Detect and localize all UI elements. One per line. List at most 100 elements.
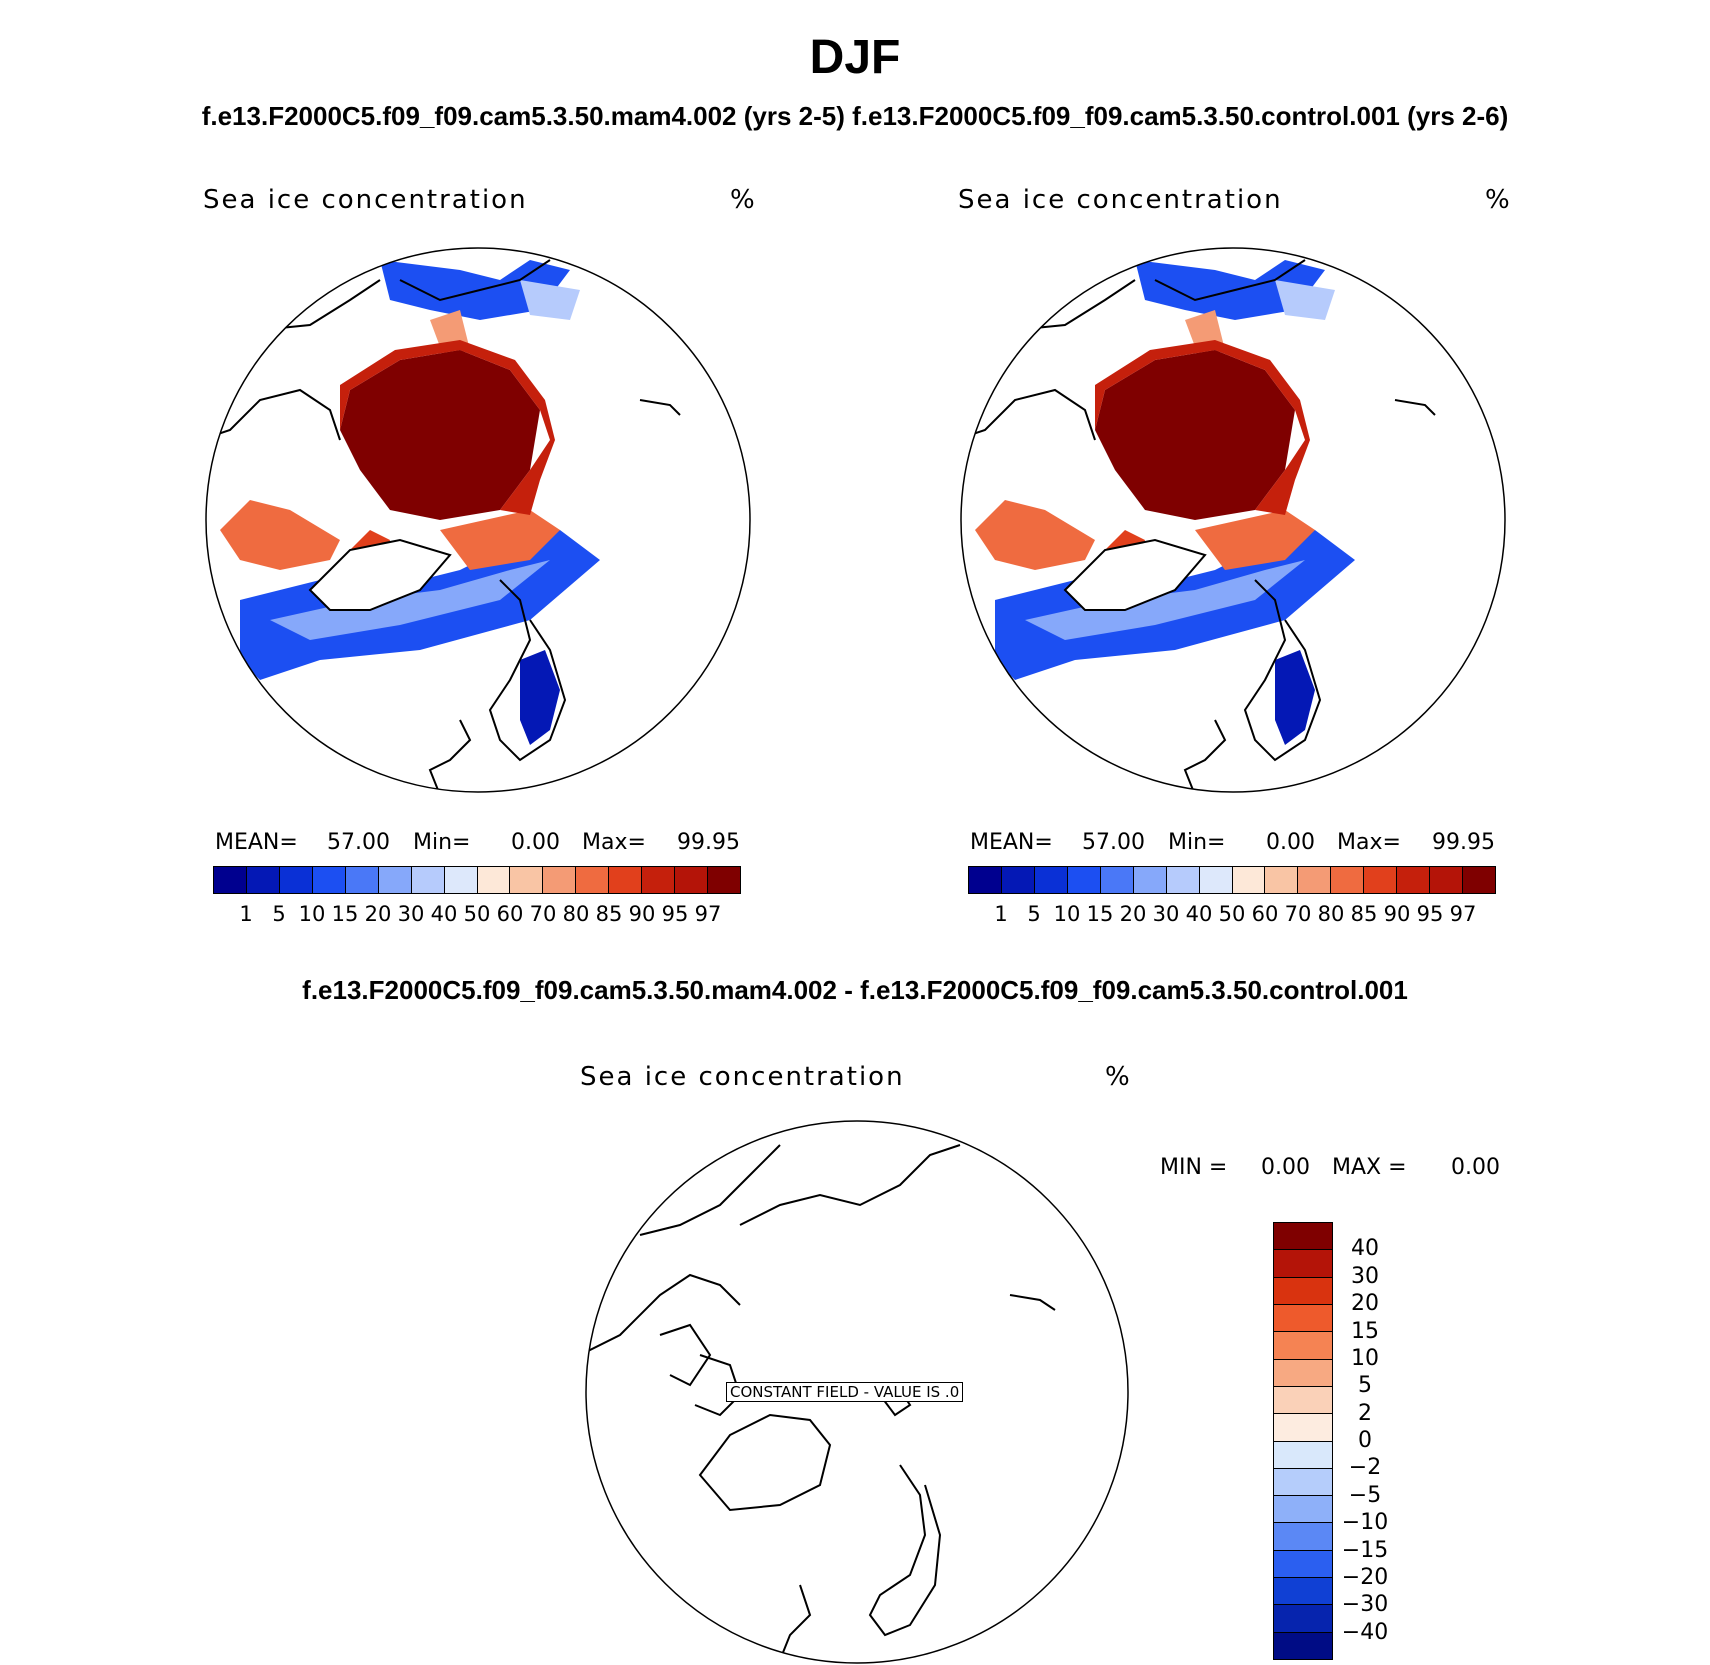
colorbar-box bbox=[609, 867, 643, 893]
ice-baltic bbox=[520, 650, 560, 745]
colorbar-tick-label: −10 bbox=[1341, 1510, 1389, 1536]
colorbar-box bbox=[969, 867, 1002, 893]
panel-2-polar-map bbox=[960, 247, 1506, 793]
colorbar-box bbox=[312, 867, 346, 893]
colorbar-box bbox=[1331, 867, 1365, 893]
colorbar-tick-label: 15 bbox=[331, 902, 359, 926]
colorbar-tick-label: 40 bbox=[430, 902, 458, 926]
constant-field-label: CONSTANT FIELD - VALUE IS .0 bbox=[726, 1382, 964, 1402]
page-title: DJF bbox=[809, 31, 901, 84]
colorbar-tick-label: 15 bbox=[1086, 902, 1114, 926]
colorbar-tick-label: 5 bbox=[1358, 1373, 1372, 1399]
panel-2-max-value: 99.95 bbox=[1432, 830, 1495, 855]
colorbar-tick-label: −5 bbox=[1348, 1482, 1382, 1508]
colorbar-box bbox=[675, 867, 709, 893]
panel-2-mean-value: 57.00 bbox=[1082, 830, 1145, 855]
colorbar-tick-label: 1 bbox=[239, 902, 253, 926]
colorbar-tick-label: 97 bbox=[694, 902, 722, 926]
coastline-europe bbox=[779, 1584, 812, 1661]
colorbar-box bbox=[1199, 867, 1233, 893]
colorbar-box bbox=[543, 867, 577, 893]
colorbar-box bbox=[1133, 867, 1167, 893]
colorbar-tick-label: 10 bbox=[1053, 902, 1081, 926]
coastline-baffin bbox=[659, 1323, 712, 1387]
panel-1-min-label: Min= bbox=[413, 830, 471, 855]
colorbar-box bbox=[378, 867, 412, 893]
ice-marginal-barents bbox=[440, 510, 560, 570]
colorbar-tick-label: 50 bbox=[1218, 902, 1246, 926]
coastline-island-east bbox=[639, 399, 681, 416]
ice-pack-edge bbox=[340, 340, 555, 515]
colorbar-box bbox=[1274, 1632, 1332, 1659]
coastline-siberia bbox=[739, 1144, 961, 1226]
colorbar-tick-label: 2 bbox=[1358, 1400, 1372, 1426]
colorbar-box bbox=[1463, 867, 1495, 893]
colorbar-tick-label: 40 bbox=[1351, 1236, 1379, 1262]
case-header: f.e13.F2000C5.f09_f09.cam5.3.50.mam4.002… bbox=[201, 101, 1509, 131]
colorbar-box bbox=[1100, 867, 1134, 893]
colorbar-box bbox=[411, 867, 445, 893]
colorbar-box bbox=[1274, 1523, 1332, 1551]
colorbar-tick-label: 95 bbox=[1416, 902, 1444, 926]
ice-edge-atlantic-inner bbox=[270, 560, 550, 640]
ice-pacific bbox=[380, 260, 570, 320]
colorbar-box bbox=[1166, 867, 1200, 893]
difference-min-label: MIN = bbox=[1160, 1155, 1228, 1180]
colorbar-tick-label: 5 bbox=[1027, 902, 1041, 926]
difference-min-value: 0.00 bbox=[1261, 1155, 1310, 1180]
coastline-eurasia bbox=[488, 579, 567, 762]
colorbar-tick-label: −15 bbox=[1341, 1537, 1389, 1563]
panel-1-max-label: Max= bbox=[582, 830, 646, 855]
colorbar-box bbox=[1067, 867, 1101, 893]
coastline-island-east bbox=[1009, 1294, 1056, 1311]
colorbar-tick-label: 30 bbox=[397, 902, 425, 926]
colorbar-box bbox=[642, 867, 676, 893]
colorbar-box bbox=[510, 867, 544, 893]
difference-max-value: 0.00 bbox=[1451, 1155, 1500, 1180]
coastline-eurasia bbox=[868, 1464, 942, 1637]
colorbar-tick-label: 0 bbox=[1358, 1428, 1372, 1453]
colorbar-box bbox=[1232, 867, 1266, 893]
colorbar-tick-label: 97 bbox=[1449, 902, 1477, 926]
panel-1-mean-value: 57.00 bbox=[327, 830, 390, 855]
coastline-alaska bbox=[259, 279, 381, 331]
colorbar-box bbox=[1274, 1304, 1332, 1333]
colorbar-box bbox=[1274, 1468, 1332, 1497]
colorbar-tick-label: 90 bbox=[1383, 902, 1411, 926]
colorbar-box bbox=[1274, 1441, 1332, 1469]
panel-1-min-value: 0.00 bbox=[511, 830, 560, 855]
colorbar-box bbox=[1274, 1414, 1332, 1442]
colorbar-tick-label: 20 bbox=[364, 902, 392, 926]
coastline-canada bbox=[206, 388, 341, 441]
panel-1-max-value: 99.95 bbox=[677, 830, 740, 855]
greenland-outline bbox=[308, 538, 452, 611]
colorbar-box bbox=[1001, 867, 1035, 893]
colorbar-box bbox=[1274, 1605, 1332, 1633]
colorbar-box bbox=[708, 867, 740, 893]
panel-1-mean-label: MEAN= bbox=[215, 830, 298, 855]
panel-2-units: % bbox=[1485, 185, 1510, 215]
colorbar-box bbox=[1265, 867, 1299, 893]
difference-header: f.e13.F2000C5.f09_f09.cam5.3.50.mam4.002… bbox=[302, 975, 1408, 1005]
colorbar-tick-label: 20 bbox=[1119, 902, 1147, 926]
colorbar-tick-label: 70 bbox=[529, 902, 557, 926]
colorbar-tick-label: 20 bbox=[1351, 1291, 1379, 1317]
colorbar-tick-label: −30 bbox=[1341, 1592, 1389, 1618]
colorbar-box bbox=[1274, 1250, 1332, 1278]
colorbar-tick-label: 40 bbox=[1185, 902, 1213, 926]
colorbar-tick-label: 5 bbox=[272, 902, 286, 926]
colorbar-tick-label: 30 bbox=[1351, 1263, 1379, 1289]
colorbar-tick-label: −40 bbox=[1341, 1619, 1389, 1645]
colorbar-box bbox=[477, 867, 511, 893]
colorbar-tick-label: 70 bbox=[1284, 902, 1312, 926]
colorbar-tick-label: 50 bbox=[463, 902, 491, 926]
colorbar-box bbox=[1274, 1277, 1332, 1305]
panel-2-title: Sea ice concentration bbox=[958, 185, 1283, 215]
colorbar-box bbox=[444, 867, 478, 893]
colorbar-tick-label: 60 bbox=[1251, 902, 1279, 926]
colorbar-tick-label: 30 bbox=[1152, 902, 1180, 926]
colorbar-tick-label: 1 bbox=[994, 902, 1008, 926]
colorbar-box bbox=[1274, 1578, 1332, 1606]
coastline-europe bbox=[428, 719, 472, 792]
colorbar-box bbox=[246, 867, 280, 893]
